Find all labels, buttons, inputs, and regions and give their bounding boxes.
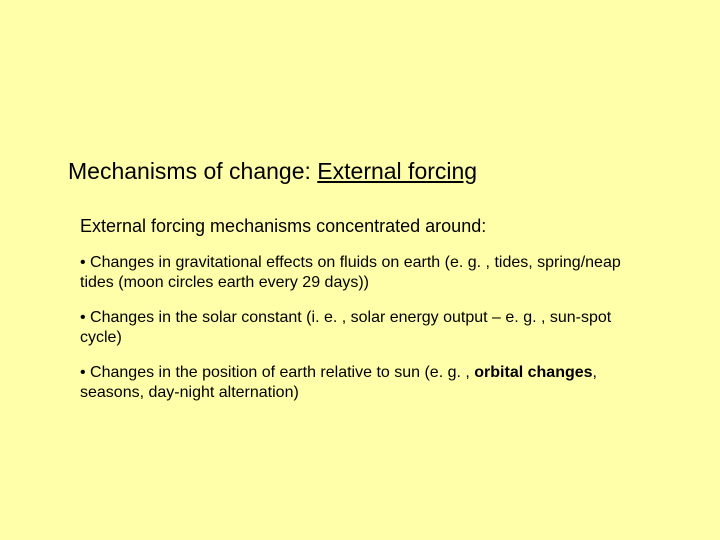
bullet-text: • Changes in gravitational effects on fl…	[80, 254, 621, 291]
bullet-text-bold: orbital changes	[474, 364, 592, 381]
bullet-item: • Changes in the position of earth relat…	[80, 363, 650, 402]
bullet-text-a: • Changes in the position of earth relat…	[80, 364, 474, 381]
slide-title: Mechanisms of change: External forcing	[68, 158, 477, 185]
subheading: External forcing mechanisms concentrated…	[80, 216, 486, 237]
slide-content: Mechanisms of change: External forcing E…	[0, 0, 720, 540]
title-prefix: Mechanisms of change:	[68, 158, 317, 184]
bullet-list: • Changes in gravitational effects on fl…	[80, 253, 650, 418]
bullet-item: • Changes in the solar constant (i. e. ,…	[80, 308, 650, 347]
bullet-text: • Changes in the solar constant (i. e. ,…	[80, 309, 611, 346]
title-emphasis: External forcing	[317, 158, 477, 184]
bullet-item: • Changes in gravitational effects on fl…	[80, 253, 650, 292]
